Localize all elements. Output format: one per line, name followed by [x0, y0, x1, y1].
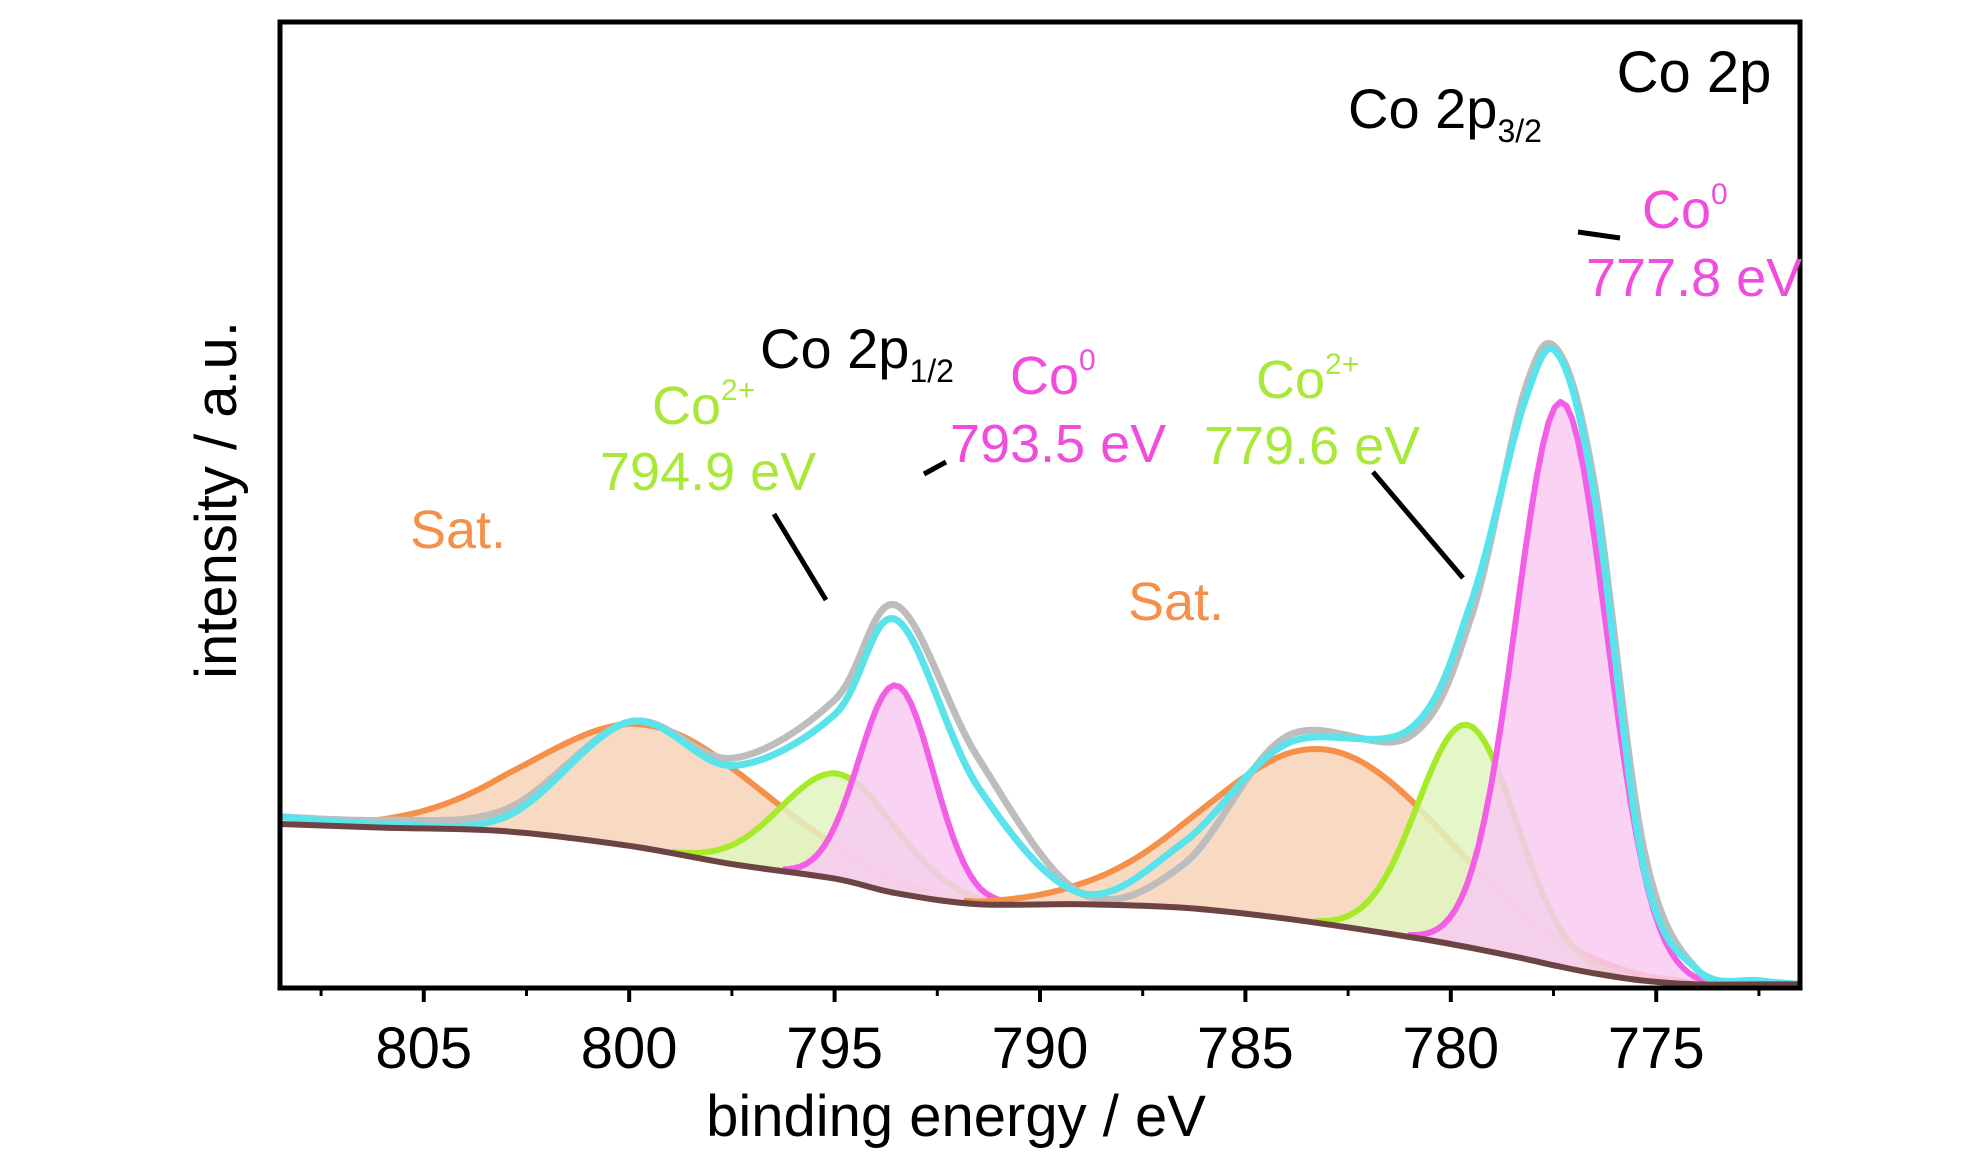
- x-tick-label-6: 775: [1608, 1016, 1705, 1081]
- x-tick-label-3: 790: [992, 1016, 1089, 1081]
- x-tick-label-0: 805: [375, 1016, 472, 1081]
- peak-label-co0-2p12-sup: 0: [1079, 344, 1096, 377]
- leader-line-co2-2p12: [771, 512, 829, 602]
- peak-energy-co0-2p32: 777.8 eV: [1586, 248, 1802, 308]
- peak-label-co2-2p32-base: Co: [1256, 350, 1325, 410]
- x-axis-label: binding energy / eV: [706, 1084, 1206, 1149]
- peak-energy-co2-2p12: 794.9 eV: [600, 442, 816, 502]
- peak-energy-co0-2p12: 793.5 eV: [950, 414, 1166, 474]
- peak-label-co0-2p32-base: Co: [1642, 180, 1711, 240]
- component-fill-2: [782, 685, 1011, 905]
- peak-label-co0-2p32-sup: 0: [1711, 178, 1728, 211]
- peak-label-co2-2p12: Co2+: [652, 374, 755, 436]
- region-label-2p32: Co 2p3/2: [1348, 77, 1542, 149]
- peak-label-co2-2p12-sup: 2+: [721, 374, 755, 407]
- region-label-2p12-sub: 1/2: [909, 353, 953, 389]
- peak-label-co0-2p12: Co0: [1010, 344, 1096, 406]
- region-label-2p12-base: Co 2p: [760, 317, 909, 380]
- y-axis-label: intensity / a.u.: [184, 321, 249, 679]
- leader-line-co2-2p32: [1371, 470, 1465, 580]
- region-label-2p12: Co 2p1/2: [760, 317, 954, 389]
- x-axis: 805 800 795 790 785 780 775: [319, 988, 1761, 1081]
- x-tick-label-4: 785: [1197, 1016, 1294, 1081]
- region-label-2p32-base: Co 2p: [1348, 77, 1497, 140]
- leader-line-co0-2p32: [1577, 229, 1621, 241]
- peak-label-co2-2p12-base: Co: [652, 376, 721, 436]
- peak-label-co2-2p32-sup: 2+: [1325, 348, 1359, 381]
- x-tick-label-5: 780: [1402, 1016, 1499, 1081]
- plot-area: [280, 340, 1800, 988]
- series-line-1: [280, 345, 1800, 988]
- satellite-label-2p12: Sat.: [410, 500, 506, 560]
- panel-label: Co 2p: [1617, 40, 1772, 105]
- peak-label-co0-2p12-base: Co: [1010, 346, 1079, 406]
- series-line-2: [280, 821, 1800, 988]
- component-line-2: [782, 682, 1012, 906]
- satellite-label-2p32: Sat.: [1128, 572, 1224, 632]
- peak-label-co2-2p32: Co2+: [1256, 348, 1359, 410]
- leader-line-co0-2p12: [922, 459, 948, 477]
- x-tick-label-2: 795: [786, 1016, 883, 1081]
- x-tick-label-1: 800: [581, 1016, 678, 1081]
- peak-energy-co2-2p32: 779.6 eV: [1204, 416, 1420, 476]
- region-label-2p32-sub: 3/2: [1497, 113, 1541, 149]
- peak-label-co0-2p32: Co0: [1642, 178, 1728, 240]
